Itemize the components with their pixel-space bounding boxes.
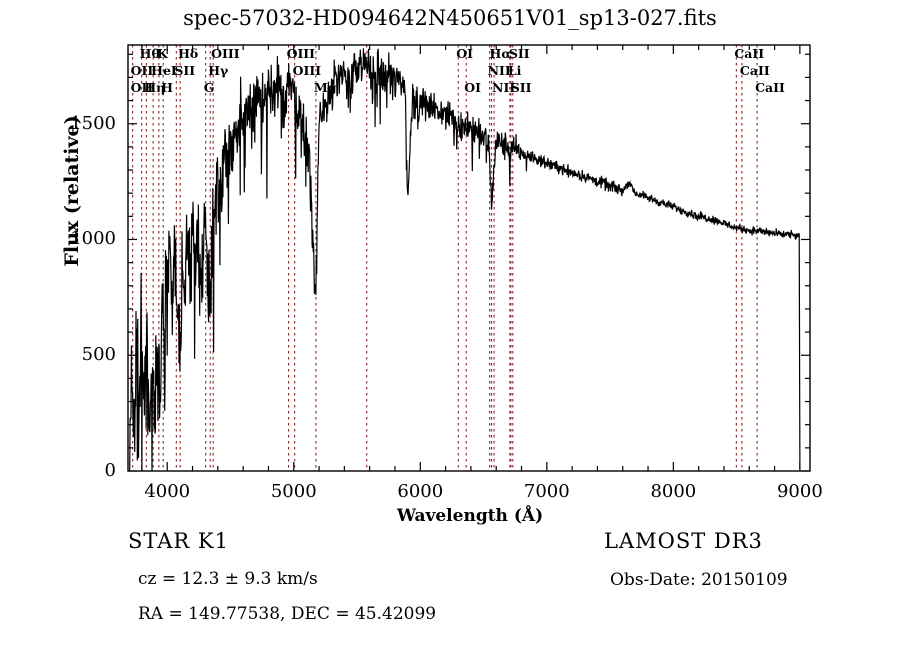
spectral-line-label: G [203, 80, 215, 95]
spectral-line-label: Hδ [178, 46, 199, 61]
spectrum-trace [129, 48, 801, 472]
x-tick-label: 9000 [776, 481, 823, 502]
spectral-line-label: NII [487, 63, 511, 78]
spectral-line-label: Hα [489, 46, 511, 61]
spectral-line-label: NII [492, 80, 516, 95]
coordinates-text: RA = 149.77538, DEC = 45.42099 [138, 604, 437, 624]
spectral-line-label: OII [130, 80, 154, 95]
spectral-line-label: K [156, 46, 168, 61]
survey-text: LAMOST DR3 [604, 529, 763, 553]
x-tick-label: 8000 [650, 481, 697, 502]
spectral-line-label: SII [508, 46, 530, 61]
spectral-line-label: OIII [292, 63, 322, 78]
spectral-line-label: OIII [211, 46, 240, 61]
spectral-line-label: Hθ [139, 46, 160, 61]
spectral-line-label: Hγ [208, 63, 229, 78]
axes-frame [127, 44, 811, 472]
spectral-line-label: H [161, 80, 173, 95]
spectral-line-label: OI [464, 80, 481, 95]
spectral-line-label: CaII [755, 80, 785, 95]
page-title: spec-57032-HD094642N450651V01_sp13-027.f… [183, 6, 717, 30]
y-tick-label: 0 [104, 460, 116, 481]
spectral-line-label: OI [456, 46, 473, 61]
redshift-text: cz = 12.3 ± 9.3 km/s [138, 569, 318, 589]
spectral-line-label: SII [174, 63, 196, 78]
spectral-line-label: Mg [313, 80, 337, 95]
x-tick-label: 7000 [523, 481, 570, 502]
spectral-line-label: Li [507, 63, 522, 78]
spectral-line-label: SII [510, 80, 532, 95]
y-tick-label: 1500 [70, 112, 116, 134]
x-axis-label: Wavelength (Å) [396, 506, 544, 526]
spectral-line-label: Hη [144, 80, 166, 95]
x-tick-label: 5000 [270, 481, 317, 502]
spectral-line-label: OIII [286, 46, 315, 61]
obs-date-text: Obs-Date: 20150109 [610, 570, 788, 590]
object-class-text: STAR K1 [128, 529, 229, 553]
spectral-line-label: OII [130, 63, 154, 78]
spectral-line-label: HeI [151, 63, 177, 78]
x-tick-label: 4000 [144, 481, 191, 502]
y-tick-label: 1000 [70, 228, 116, 250]
x-tick-label: 6000 [397, 481, 444, 502]
spectral-line-label: CaII [739, 63, 770, 78]
y-tick-label: 500 [81, 344, 116, 366]
spectral-line-label: CaII [734, 46, 765, 61]
